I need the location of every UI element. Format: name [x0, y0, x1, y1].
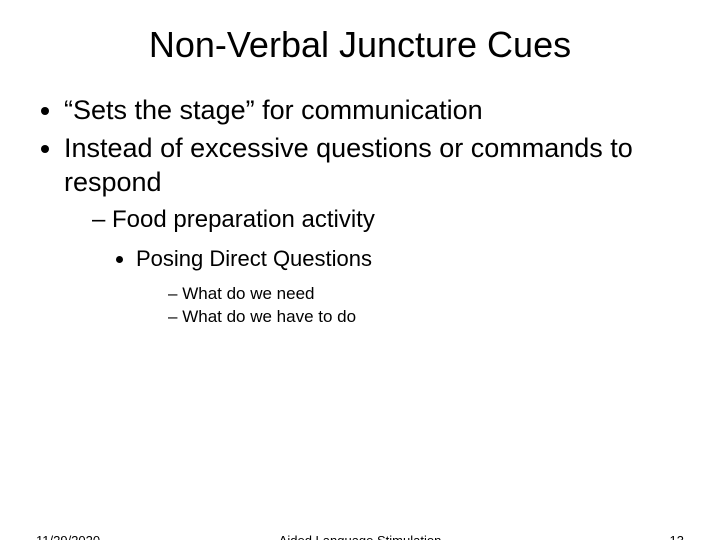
footer-page-number: 13	[670, 533, 684, 540]
bullet-lvl3-text: Posing Direct Questions	[136, 246, 372, 271]
bullet-lvl3: Posing Direct Questions What do we need …	[136, 245, 684, 327]
bullet-lvl2-text: Food preparation activity	[112, 206, 375, 233]
bullet-list-lvl1: “Sets the stage” for communication Inste…	[36, 94, 684, 327]
slide-body: “Sets the stage” for communication Inste…	[0, 94, 720, 327]
bullet-list-lvl3: Posing Direct Questions What do we need …	[92, 245, 684, 327]
bullet-list-lvl4: What do we need What do we have to do	[136, 283, 684, 328]
footer-title: Aided Language Stimulation	[0, 533, 720, 540]
bullet-lvl1-text: Instead of excessive questions or comman…	[64, 133, 633, 197]
slide: Non-Verbal Juncture Cues “Sets the stage…	[0, 24, 720, 540]
bullet-lvl4: What do we have to do	[168, 306, 684, 327]
bullet-lvl1: Instead of excessive questions or comman…	[64, 132, 684, 328]
slide-title: Non-Verbal Juncture Cues	[0, 24, 720, 66]
bullet-lvl1: “Sets the stage” for communication	[64, 94, 684, 128]
bullet-lvl2: Food preparation activity Posing Direct …	[92, 205, 684, 327]
bullet-list-lvl2: Food preparation activity Posing Direct …	[64, 205, 684, 327]
bullet-lvl4: What do we need	[168, 283, 684, 304]
